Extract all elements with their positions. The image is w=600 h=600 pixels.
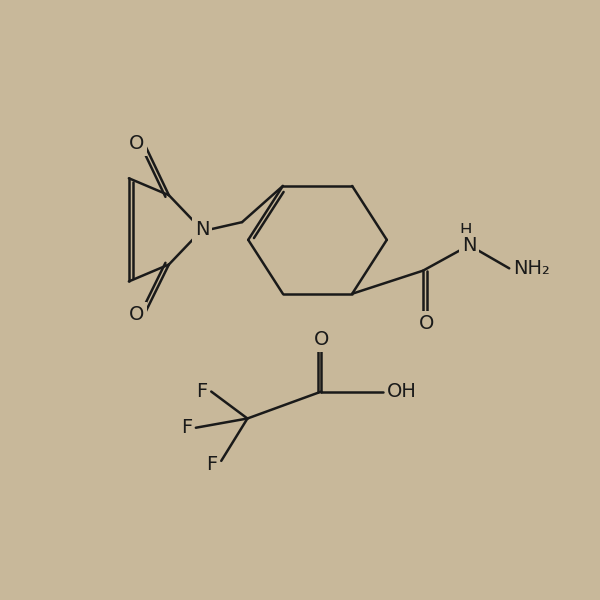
- Text: NH₂: NH₂: [513, 259, 550, 278]
- Text: O: O: [314, 331, 329, 349]
- Text: H: H: [459, 223, 472, 241]
- Text: N: N: [462, 236, 476, 255]
- Text: F: F: [181, 418, 192, 437]
- Text: F: F: [196, 382, 208, 401]
- Text: O: O: [129, 134, 144, 153]
- Text: OH: OH: [387, 382, 416, 401]
- Text: O: O: [419, 314, 434, 332]
- Text: F: F: [206, 455, 217, 474]
- Text: O: O: [129, 305, 144, 324]
- Text: N: N: [195, 220, 209, 239]
